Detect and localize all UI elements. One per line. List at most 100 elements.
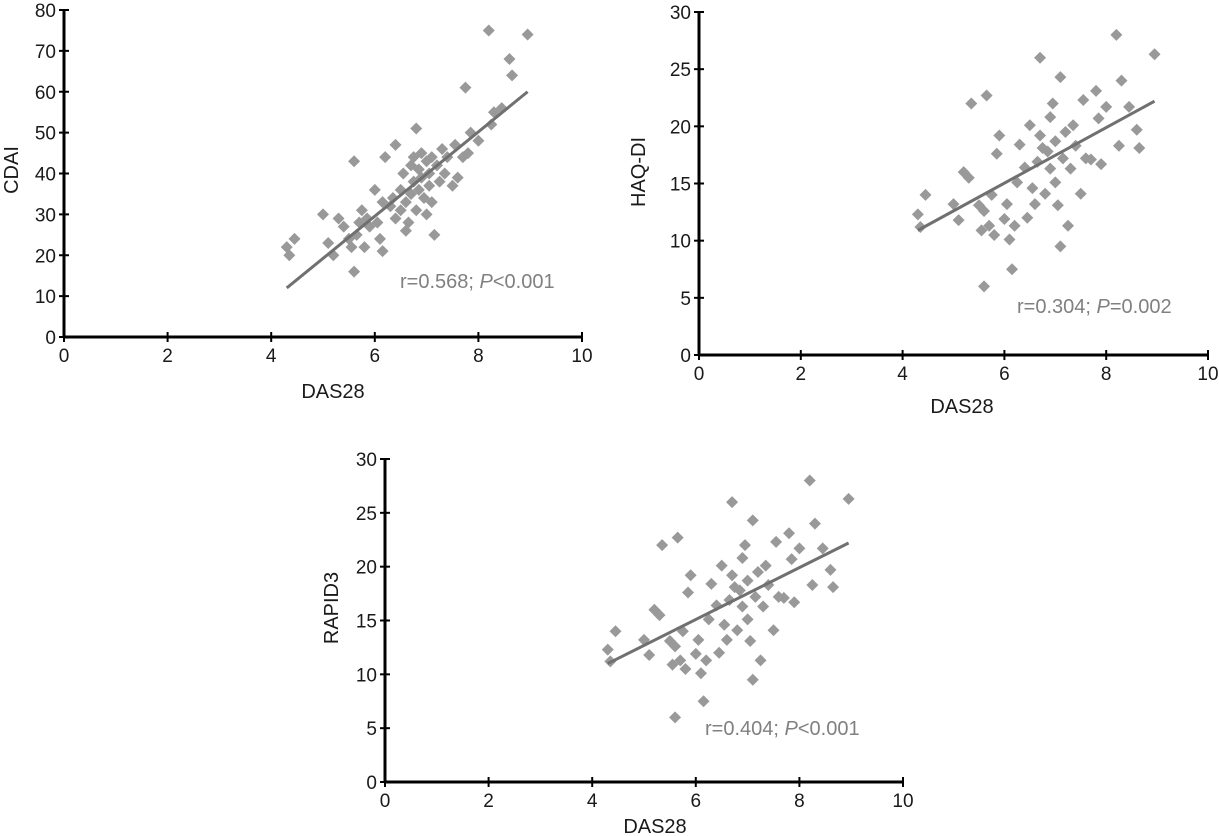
scatter-panel-haq-di: 0 2 4 6 8 10 0 5 10 15 20 25 30 DAS28 HAQ-DI r=0.304… <box>628 3 1219 418</box>
data-point <box>355 204 368 217</box>
scatter-panel-rapid3: 0 2 4 6 8 10 0 5 10 15 20 25 30 DAS28 RAPID3 r=0.404… <box>321 450 914 836</box>
data-point <box>1013 138 1026 151</box>
y-tick-label: 0 <box>366 773 377 794</box>
data-point <box>485 118 498 131</box>
y-tick-label: 5 <box>366 719 377 740</box>
data-point <box>402 216 415 229</box>
data-point <box>322 236 335 249</box>
y-axis-title: RAPID3 <box>321 572 343 644</box>
data-point <box>653 609 666 622</box>
data-point <box>713 646 726 659</box>
data-point <box>1049 135 1062 148</box>
data-point <box>980 89 993 102</box>
data-point <box>423 179 436 192</box>
data-point <box>332 212 345 225</box>
data-point <box>317 208 329 221</box>
data-point <box>705 577 718 590</box>
data-point <box>919 188 932 201</box>
data-point <box>983 219 996 232</box>
y-tick-label: 50 <box>35 124 56 145</box>
data-point <box>288 232 301 245</box>
data-point <box>1123 100 1136 113</box>
data-point <box>1056 152 1069 165</box>
data-point <box>1023 119 1036 132</box>
data-point <box>671 531 684 544</box>
data-point <box>816 542 829 555</box>
data-point <box>788 596 801 609</box>
y-tick-label: 40 <box>35 165 56 186</box>
data-point <box>692 633 705 646</box>
data-point <box>389 138 402 151</box>
y-tick-label: 25 <box>670 60 691 81</box>
data-point <box>684 569 697 582</box>
data-point <box>914 220 927 233</box>
x-tick-label: 4 <box>587 791 598 812</box>
data-point <box>1026 182 1039 195</box>
y-tick-label: 0 <box>680 346 691 367</box>
y-tick-label: 5 <box>680 289 691 310</box>
x-tick-label: 0 <box>380 791 391 812</box>
trend-line <box>607 541 850 665</box>
data-point <box>669 640 682 653</box>
data-point <box>1090 84 1103 97</box>
data-point <box>759 559 772 572</box>
data-point <box>459 81 472 94</box>
correlation-annotation: r=0.404; P<0.001 <box>705 718 860 740</box>
data-point <box>744 634 757 647</box>
data-point <box>718 618 731 631</box>
tick-group: 0 2 4 6 8 10 0 10 20 30 40 50 60 70 80 <box>35 1 593 367</box>
y-tick-label: 20 <box>670 117 691 138</box>
data-point <box>682 586 695 599</box>
data-point <box>803 474 816 487</box>
data-point <box>394 204 407 217</box>
data-points <box>280 24 534 278</box>
y-tick-label: 30 <box>356 450 377 471</box>
data-point <box>679 662 692 675</box>
data-point <box>749 590 762 603</box>
y-tick-label: 70 <box>35 42 56 63</box>
data-point <box>741 613 754 626</box>
y-tick-label: 60 <box>35 83 56 104</box>
data-point <box>609 625 622 638</box>
x-tick-label: 8 <box>473 346 484 367</box>
data-point <box>1133 142 1146 155</box>
data-point <box>399 196 412 209</box>
data-point <box>1077 94 1090 107</box>
correlation-r: r=0.568; <box>400 271 480 293</box>
data-point <box>842 492 855 505</box>
x-axis-title: DAS28 <box>623 816 686 836</box>
data-point <box>337 220 350 233</box>
data-point <box>1100 100 1113 113</box>
data-point <box>783 527 796 540</box>
data-point <box>1041 145 1054 158</box>
correlation-annotation: r=0.568; P<0.001 <box>400 271 555 293</box>
data-point <box>410 204 423 217</box>
data-point <box>808 517 821 530</box>
data-point <box>669 711 682 724</box>
x-tick-label: 8 <box>794 791 805 812</box>
y-axis-title: HAQ-DI <box>628 137 650 207</box>
data-point <box>521 28 534 41</box>
data-point <box>726 569 739 582</box>
correlation-r: r=0.304; <box>1017 296 1097 318</box>
x-axis-title: DAS28 <box>930 396 993 418</box>
x-tick-label: 6 <box>999 364 1010 385</box>
data-point <box>656 539 669 552</box>
scatter-panel-cdai: 0 2 4 6 8 10 0 10 20 30 40 50 60 70 80 DAS28 CDAI r=0.… <box>1 1 593 403</box>
data-point <box>1054 240 1067 253</box>
data-point <box>358 241 371 254</box>
data-point <box>694 667 707 680</box>
x-tick-label: 0 <box>694 364 705 385</box>
y-tick-label: 10 <box>35 287 56 308</box>
data-point <box>376 245 389 258</box>
data-point <box>674 654 687 667</box>
data-point <box>777 591 790 604</box>
data-point <box>1039 187 1052 200</box>
x-tick-label: 0 <box>59 346 70 367</box>
data-point <box>1130 123 1143 136</box>
data-point <box>988 228 1001 241</box>
trend-line <box>285 90 529 290</box>
data-point <box>1006 263 1019 276</box>
data-point <box>793 542 806 555</box>
data-point <box>368 183 381 196</box>
